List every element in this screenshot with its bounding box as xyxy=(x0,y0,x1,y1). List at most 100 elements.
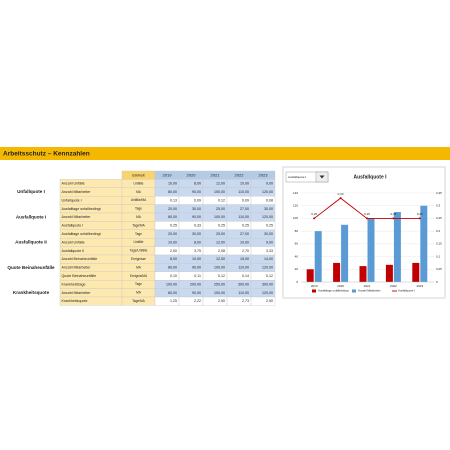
unit: MA xyxy=(136,291,142,295)
row-label: Ausfalltage unfallbedingt xyxy=(62,207,101,211)
bar xyxy=(385,264,393,282)
value: 2,50 xyxy=(266,299,273,303)
column-header: 2021 xyxy=(211,172,221,177)
value: 0,13 xyxy=(170,198,177,202)
value: 9,00 xyxy=(266,182,273,186)
value: 0,10 xyxy=(170,274,177,278)
unit: Tage xyxy=(135,282,142,286)
value: 0,33 xyxy=(194,224,201,228)
row-label: Anzahl Beinaheunfälle xyxy=(62,257,98,261)
group-label: Ausfallquote II xyxy=(15,240,47,245)
value: 90,00 xyxy=(192,291,201,295)
x-tick-label: 2019 xyxy=(311,284,318,288)
value: 110,00 xyxy=(238,266,249,270)
y2-tick-label: 0,15 xyxy=(436,242,442,246)
value: 20,00 xyxy=(168,207,177,211)
value: 80,00 xyxy=(168,291,177,295)
row-label: Anzahl Mitarbeiter xyxy=(62,215,92,219)
line-point xyxy=(339,197,342,200)
row-label: Ausfallquote II xyxy=(62,249,85,253)
row-label: Krankheitsquote xyxy=(62,299,88,303)
unit: MA xyxy=(136,190,142,194)
legend-label: Ausfalltage unfallbedingt xyxy=(318,289,349,293)
x-tick-label: 2021 xyxy=(364,284,371,288)
y-tick-label: 60 xyxy=(295,242,299,246)
sheet-title: Arbeitsschutz – Kennzahlen xyxy=(3,151,90,158)
value: 14,00 xyxy=(264,257,273,261)
column-header: 2023 xyxy=(259,172,269,177)
value: 12,00 xyxy=(216,182,225,186)
bar xyxy=(359,266,367,282)
value: 9,00 xyxy=(266,240,273,244)
value: 12,00 xyxy=(216,257,225,261)
unit: Unfälle/MA xyxy=(131,198,147,202)
unit: Tage/Unfälle xyxy=(130,249,148,253)
unit: Ereignis/MA xyxy=(130,274,148,278)
value: 3,33 xyxy=(266,249,273,253)
row-label: Anzahl Unfälle xyxy=(62,182,85,186)
column-header: 2019 xyxy=(163,172,173,177)
cell xyxy=(250,296,276,306)
value: 0,11 xyxy=(194,274,201,278)
value: 15,00 xyxy=(240,257,249,261)
value: 20,00 xyxy=(168,232,177,236)
value: 10,00 xyxy=(240,240,249,244)
value: 25,00 xyxy=(216,232,225,236)
value: 110,00 xyxy=(238,190,249,194)
value: 8,00 xyxy=(194,240,201,244)
value: 27,00 xyxy=(240,207,249,211)
row-label: Krankheitstage xyxy=(62,282,86,286)
unit: MA xyxy=(136,215,142,219)
y-tick-label: 120 xyxy=(293,204,298,208)
value: 0,14 xyxy=(242,274,249,278)
value: 80,00 xyxy=(168,215,177,219)
value: 25,00 xyxy=(216,207,225,211)
unit: Unfälle xyxy=(134,240,144,244)
x-tick-label: 2022 xyxy=(390,284,397,288)
row-label: Unfallquote I xyxy=(62,198,82,202)
bar xyxy=(412,262,420,282)
value: 8,00 xyxy=(194,182,201,186)
row-label: Ausfallquote I xyxy=(62,224,84,228)
value: 8,00 xyxy=(170,257,177,261)
dropdown-value: Ausfallquote I xyxy=(288,175,306,179)
value: 90,00 xyxy=(192,215,201,219)
value: 110,00 xyxy=(238,215,249,219)
unit: MA xyxy=(136,265,142,269)
column-header: 2020 xyxy=(187,172,197,177)
value: 120,00 xyxy=(262,266,273,270)
row-label: Anzahl Mitarbeiter xyxy=(62,190,92,194)
y2-tick-label: 0 xyxy=(436,280,438,284)
y2-tick-label: 0,05 xyxy=(436,267,442,271)
unit: Ereignisse xyxy=(131,257,146,261)
value: 27,00 xyxy=(240,232,249,236)
value: 2,73 xyxy=(242,299,249,303)
legend-swatch xyxy=(312,289,316,293)
value: 0,12 xyxy=(266,274,273,278)
value: 0,12 xyxy=(218,198,225,202)
y2-tick-label: 0,2 xyxy=(436,229,441,233)
value: 2,22 xyxy=(194,299,201,303)
y2-tick-label: 0,3 xyxy=(436,204,441,208)
value: 120,00 xyxy=(262,215,273,219)
value: 0,09 xyxy=(194,198,201,202)
value: 80,00 xyxy=(168,266,177,270)
value: 0,12 xyxy=(218,274,225,278)
value: 10,00 xyxy=(168,182,177,186)
y-tick-label: 100 xyxy=(293,216,298,220)
y-tick-label: 40 xyxy=(295,254,299,258)
y-tick-label: 80 xyxy=(295,229,299,233)
row-label: Anzahl Mitarbeiter xyxy=(62,266,92,270)
bar xyxy=(306,269,314,282)
group-label: Unfallquote I xyxy=(17,189,45,194)
line-point xyxy=(313,217,316,220)
unit: Tage/MA xyxy=(132,223,145,227)
value: 0,25 xyxy=(266,224,273,228)
value: 100,00 xyxy=(214,266,225,270)
row-label: Anzahl Unfälle xyxy=(62,240,85,244)
group-label: Quote Beinaheunfälle xyxy=(7,265,55,270)
bar xyxy=(420,205,428,282)
value: 2,08 xyxy=(218,249,225,253)
unit: Tage xyxy=(135,207,142,211)
title-bar xyxy=(0,147,450,160)
